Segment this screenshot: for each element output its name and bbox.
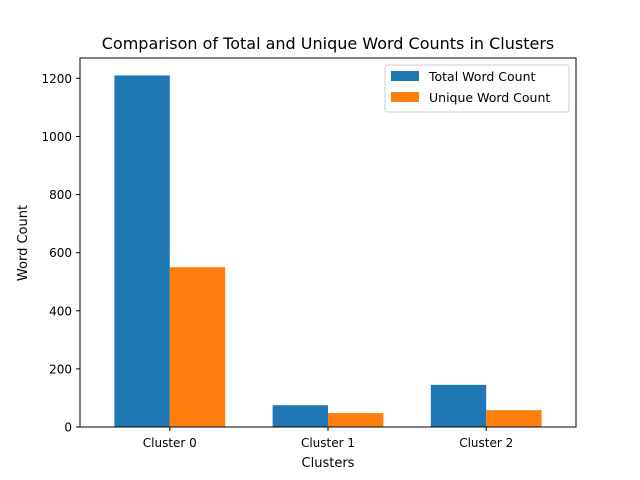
bars-layer <box>114 75 542 427</box>
bar-total-word-count-1 <box>272 405 328 427</box>
legend: Total Word Count Unique Word Count <box>384 64 570 113</box>
bar-unique-word-count-0 <box>169 267 226 427</box>
chart-title: Comparison of Total and Unique Word Coun… <box>102 34 555 53</box>
x-axis-label: Clusters <box>302 456 355 471</box>
x-tick-label: Cluster 2 <box>459 436 513 450</box>
y-tick-label: 1200 <box>41 72 72 86</box>
y-tick-label: 1000 <box>41 130 72 144</box>
y-tick-label: 800 <box>49 188 72 202</box>
y-tick-label: 600 <box>49 246 72 260</box>
legend-swatch-1 <box>391 92 419 102</box>
y-tick-label: 400 <box>49 304 72 318</box>
bar-unique-word-count-1 <box>328 413 384 427</box>
axes-layer: 0 200 400 600 800 1000 1200 Cluster 0 Cluster 1 C… <box>41 57 577 450</box>
legend-label-0: Total Word Count <box>428 69 535 84</box>
bar-total-word-count-0 <box>114 75 170 427</box>
y-tick-label: 0 <box>64 421 72 435</box>
y-tick-label: 200 <box>49 362 72 376</box>
legend-label-1: Unique Word Count <box>429 90 550 105</box>
y-axis-label: Word Count <box>16 205 31 281</box>
x-tick-label: Cluster 1 <box>301 436 355 450</box>
legend-box <box>384 64 570 113</box>
x-tick-label: Cluster 0 <box>143 436 197 450</box>
legend-swatch-0 <box>391 71 419 81</box>
bar-total-word-count-2 <box>430 384 487 427</box>
bar-unique-word-count-2 <box>486 410 542 427</box>
